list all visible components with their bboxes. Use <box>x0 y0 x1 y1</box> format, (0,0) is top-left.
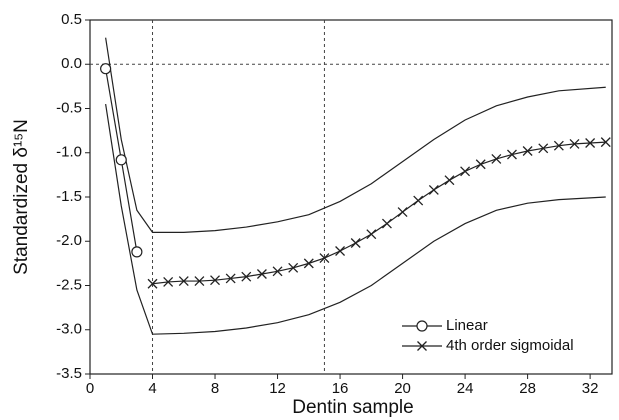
data-point <box>288 262 299 273</box>
data-point <box>115 154 127 166</box>
x-tick-label: 4 <box>148 380 156 397</box>
legend-marker <box>417 341 427 351</box>
legend-label: 4th order sigmoidal <box>446 337 574 354</box>
data-point <box>241 271 252 282</box>
x-tick-label: 16 <box>332 380 349 397</box>
y-tick-label: -3.5 <box>56 365 82 382</box>
x-tick-label: 32 <box>582 380 599 397</box>
x-axis-label: Dentin sample <box>292 397 413 418</box>
y-tick-label: 0.5 <box>61 11 82 28</box>
band-line <box>105 103 606 335</box>
data-point <box>522 146 533 156</box>
data-point <box>381 218 392 229</box>
data-point <box>507 149 517 160</box>
data-point <box>553 140 564 151</box>
legend-marker <box>416 320 428 332</box>
y-tick-label: 0.0 <box>61 55 82 72</box>
data-point <box>335 246 346 256</box>
data-point <box>413 195 424 206</box>
data-point <box>569 138 580 149</box>
x-tick-label: 28 <box>519 380 536 397</box>
y-tick-label: -2.5 <box>56 276 82 293</box>
x-tick-label: 12 <box>269 380 286 397</box>
data-point <box>163 277 174 287</box>
x-tick-label: 0 <box>86 380 94 397</box>
data-point <box>303 258 314 269</box>
y-tick-label: -1.5 <box>56 188 82 205</box>
data-point <box>397 207 408 218</box>
data-point <box>272 266 283 277</box>
data-point <box>194 276 205 287</box>
y-tick-label: -1.0 <box>56 144 82 161</box>
series-line <box>152 141 606 285</box>
x-tick-label: 20 <box>394 380 411 397</box>
data-point <box>147 278 158 289</box>
legend-label: Linear <box>446 317 488 334</box>
y-tick-label: -3.0 <box>56 321 82 338</box>
data-point <box>319 253 330 264</box>
y-axis-label: Standardized δ¹⁵N <box>11 119 32 275</box>
data-point <box>225 273 236 284</box>
data-point <box>100 63 112 75</box>
data-point <box>460 166 471 177</box>
y-tick-label: -0.5 <box>56 99 82 116</box>
data-point <box>131 246 143 258</box>
x-tick-label: 24 <box>457 380 474 397</box>
data-point <box>210 275 220 286</box>
data-point <box>538 143 549 154</box>
data-point <box>366 229 377 240</box>
data-point <box>600 137 611 148</box>
data-point <box>444 175 455 186</box>
data-point <box>475 159 486 170</box>
data-point <box>178 276 189 287</box>
data-point <box>256 269 267 279</box>
data-point <box>350 238 361 248</box>
data-point <box>585 138 596 148</box>
data-point <box>428 184 439 195</box>
plot-frame <box>89 19 613 375</box>
y-tick-label: -2.0 <box>56 232 82 249</box>
data-point <box>491 153 502 164</box>
band-line <box>105 37 606 233</box>
x-tick-label: 8 <box>211 380 219 397</box>
